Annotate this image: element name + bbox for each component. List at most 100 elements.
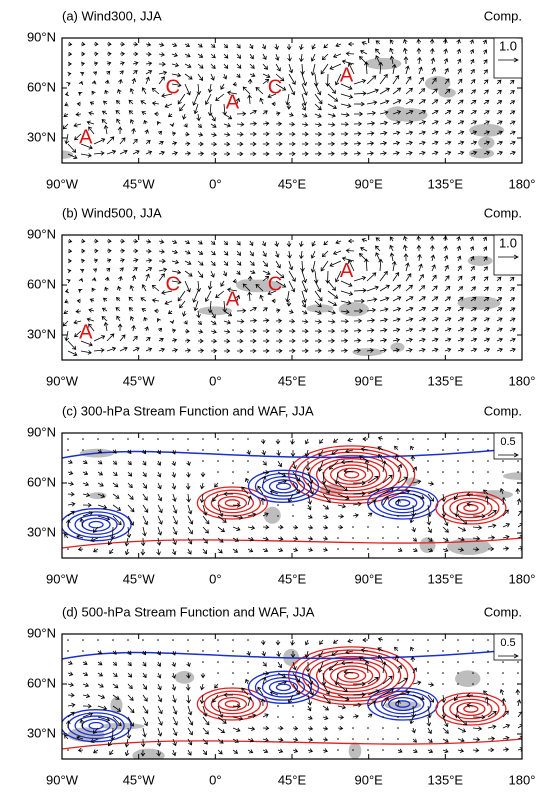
vector xyxy=(184,83,191,96)
reference-arrow xyxy=(498,653,519,659)
x-tick-label: 180° xyxy=(509,373,536,388)
vector xyxy=(392,74,400,85)
shading xyxy=(457,296,501,310)
vector xyxy=(249,151,257,157)
vector xyxy=(97,639,99,641)
annotation: A xyxy=(340,65,354,87)
shading xyxy=(455,670,481,688)
vector xyxy=(247,275,253,282)
vector xyxy=(210,113,216,122)
vector xyxy=(334,73,342,86)
contour xyxy=(336,668,367,683)
vector xyxy=(171,338,178,343)
vector xyxy=(202,705,208,717)
vector xyxy=(366,141,375,146)
vector xyxy=(197,270,204,278)
vector xyxy=(484,495,490,506)
contour xyxy=(442,695,500,723)
vector xyxy=(517,661,519,663)
vector xyxy=(382,548,384,550)
contour xyxy=(308,454,395,495)
contour xyxy=(254,472,313,500)
vector xyxy=(288,151,296,157)
vector xyxy=(353,121,363,127)
vector xyxy=(457,737,465,743)
vector xyxy=(196,83,202,96)
vector xyxy=(142,672,147,679)
vector xyxy=(301,310,308,315)
vector xyxy=(117,285,122,292)
vector xyxy=(353,338,362,343)
shading xyxy=(306,304,334,313)
vector xyxy=(247,525,256,530)
vector xyxy=(277,515,279,517)
vector xyxy=(353,101,365,107)
vector xyxy=(276,650,281,658)
vector xyxy=(236,308,247,314)
vector xyxy=(93,138,106,145)
vector xyxy=(429,38,435,45)
vector xyxy=(236,151,244,157)
contour xyxy=(388,696,418,712)
vector xyxy=(288,131,296,137)
vector xyxy=(64,330,70,342)
vector xyxy=(367,499,376,506)
vector xyxy=(483,130,490,135)
vector xyxy=(202,738,208,745)
vector xyxy=(80,61,86,67)
vector xyxy=(442,683,444,685)
vector xyxy=(223,692,234,698)
vector xyxy=(427,705,432,719)
vector xyxy=(63,113,69,118)
vector xyxy=(157,327,163,332)
vector xyxy=(418,317,427,322)
vector xyxy=(142,694,148,702)
vector xyxy=(410,445,415,451)
vector xyxy=(307,471,314,485)
vector xyxy=(262,737,269,743)
x-tick-label: 45°E xyxy=(278,571,307,586)
vector xyxy=(164,103,173,108)
vector xyxy=(364,660,370,674)
contour xyxy=(88,721,104,730)
vector xyxy=(482,39,487,45)
vector xyxy=(169,122,175,128)
vector xyxy=(187,639,189,641)
vector xyxy=(444,327,452,332)
vector xyxy=(112,482,119,488)
contour xyxy=(463,504,479,512)
vector xyxy=(262,260,268,267)
vector xyxy=(340,280,353,287)
contour xyxy=(81,718,111,733)
vector xyxy=(300,260,305,272)
y-tick-label: 90°N xyxy=(27,424,56,439)
vector xyxy=(442,515,449,527)
vector xyxy=(192,93,199,106)
vector xyxy=(187,526,193,535)
vector xyxy=(78,288,83,293)
vector xyxy=(427,460,429,462)
vector xyxy=(431,337,439,343)
vector xyxy=(353,91,367,96)
vector xyxy=(93,258,99,263)
vector xyxy=(347,437,354,443)
vector xyxy=(142,515,149,526)
vector xyxy=(67,238,73,244)
vector xyxy=(76,101,82,107)
vector xyxy=(66,82,71,87)
vector xyxy=(483,317,490,322)
vector xyxy=(82,511,94,517)
vector xyxy=(196,280,202,293)
vector xyxy=(223,348,231,354)
vector xyxy=(127,449,132,454)
vector xyxy=(483,690,489,696)
contour xyxy=(254,673,313,701)
vector xyxy=(82,712,94,718)
vector xyxy=(286,240,292,248)
vector xyxy=(470,327,478,332)
x-tick-label: 135°E xyxy=(428,373,464,388)
vector xyxy=(210,43,216,48)
panel-title: (c) 300-hPa Stream Function and WAF, JJA xyxy=(62,403,314,418)
vector xyxy=(288,328,296,334)
vector xyxy=(392,317,401,322)
